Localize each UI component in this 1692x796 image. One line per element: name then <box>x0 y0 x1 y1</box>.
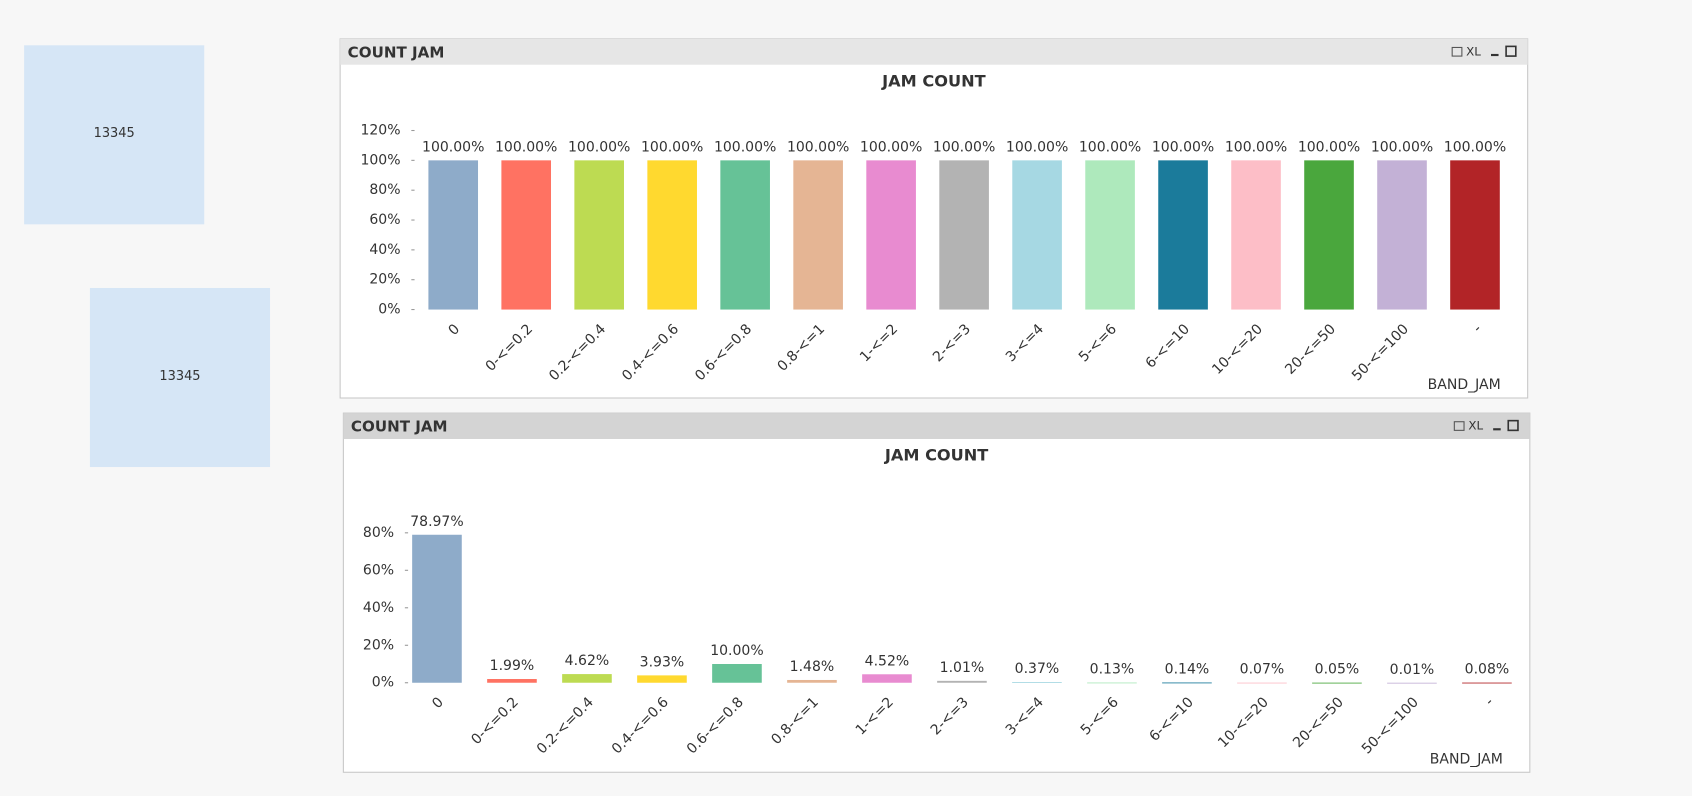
bar[interactable] <box>939 160 989 310</box>
bar[interactable] <box>1304 160 1354 310</box>
minimize-button[interactable] <box>1493 428 1501 431</box>
bar[interactable] <box>720 160 770 310</box>
value-label: 1.48% <box>790 659 835 675</box>
y-tick-label: 80% <box>369 182 400 198</box>
caption: COUNT JAM <box>348 43 445 61</box>
maximize-button[interactable] <box>1507 419 1519 432</box>
bar[interactable] <box>1237 682 1287 684</box>
bar[interactable] <box>412 534 462 683</box>
bar[interactable] <box>574 160 624 310</box>
value-label: 100.00% <box>1371 139 1433 155</box>
value-label: 100.00% <box>1006 139 1068 155</box>
bar[interactable] <box>1012 682 1062 683</box>
value-label: 1.99% <box>490 658 535 674</box>
y-tick-label: 20% <box>369 272 400 288</box>
bar[interactable] <box>647 160 697 310</box>
bar[interactable] <box>1162 682 1212 684</box>
y-tick-label: 20% <box>363 637 394 653</box>
maximize-button[interactable] <box>1505 45 1517 57</box>
y-tick-label: 60% <box>369 212 400 228</box>
y-tick-label: 0% <box>378 302 400 318</box>
bar[interactable] <box>1087 682 1137 684</box>
value-label: 4.52% <box>865 653 910 669</box>
export-button[interactable]: XL <box>1466 44 1481 58</box>
bar[interactable] <box>487 679 537 683</box>
bar[interactable] <box>637 675 687 683</box>
text-box[interactable] <box>89 287 271 468</box>
print-button[interactable] <box>1453 421 1465 431</box>
value-label: 100.00% <box>1225 139 1287 155</box>
y-tick-label: 40% <box>363 600 394 616</box>
value-label: 3.93% <box>640 654 685 670</box>
value-label: 0.13% <box>1090 662 1135 678</box>
y-tick-label: 80% <box>363 525 394 541</box>
value-label: 10.00% <box>710 643 763 659</box>
value-label: 0.08% <box>1465 662 1510 678</box>
bar[interactable] <box>937 680 987 683</box>
bar[interactable] <box>501 160 552 310</box>
print-button[interactable] <box>1451 46 1463 57</box>
bar[interactable] <box>712 664 762 683</box>
value-label: 100.00% <box>568 139 630 155</box>
bar[interactable] <box>1462 682 1512 684</box>
y-tick-label: 120% <box>360 123 400 139</box>
value-label: 100.00% <box>641 139 703 155</box>
value-label: 100.00% <box>495 139 557 155</box>
bar[interactable] <box>1085 160 1135 310</box>
bar[interactable] <box>1387 682 1437 684</box>
caption-bar <box>343 413 1530 439</box>
value-label: 4.62% <box>565 653 610 669</box>
bar[interactable] <box>862 674 912 683</box>
value-label: 100.00% <box>1079 139 1141 155</box>
caption: COUNT JAM <box>351 418 448 436</box>
value-label: 78.97% <box>410 514 463 530</box>
bar[interactable] <box>1312 682 1362 684</box>
bar[interactable] <box>787 679 837 683</box>
bar[interactable] <box>1012 160 1062 310</box>
chart-title: JAM COUNT <box>881 71 985 90</box>
value-label: 0.01% <box>1390 662 1435 678</box>
x-axis-label: BAND_JAM <box>1430 751 1503 767</box>
chart-title: JAM COUNT <box>884 446 988 465</box>
value-label: 100.00% <box>933 139 995 155</box>
value-label: 100.00% <box>1152 139 1214 155</box>
bar[interactable] <box>1377 160 1427 310</box>
value-label: 100.00% <box>787 139 849 155</box>
bar[interactable] <box>1231 160 1281 310</box>
y-tick-label: 0% <box>372 675 394 691</box>
bar[interactable] <box>1450 160 1500 310</box>
chart-panel <box>342 412 1531 773</box>
value-label: 0.07% <box>1240 662 1285 678</box>
value-label: 100.00% <box>860 139 922 155</box>
text-box-value: 13345 <box>94 126 135 141</box>
value-label: 100.00% <box>1444 139 1506 155</box>
y-tick-label: 60% <box>363 562 394 578</box>
export-button[interactable]: XL <box>1468 419 1483 433</box>
value-label: 0.37% <box>1015 661 1060 677</box>
bar[interactable] <box>793 160 843 310</box>
caption-bar <box>340 38 1528 65</box>
y-tick-label: 100% <box>360 152 400 168</box>
y-tick-label: 40% <box>369 242 400 258</box>
bar[interactable] <box>562 674 612 683</box>
value-label: 0.14% <box>1165 662 1210 678</box>
value-label: 0.05% <box>1315 662 1360 678</box>
value-label: 100.00% <box>422 139 484 155</box>
bar[interactable] <box>428 160 479 310</box>
text-box[interactable] <box>24 45 205 225</box>
minimize-button[interactable] <box>1490 53 1499 57</box>
value-label: 100.00% <box>1298 139 1360 155</box>
bar[interactable] <box>866 160 916 310</box>
bar[interactable] <box>1158 160 1208 310</box>
value-label: 1.01% <box>940 660 985 676</box>
x-axis-label: BAND_JAM <box>1428 377 1501 393</box>
text-box-value: 13345 <box>159 369 200 384</box>
value-label: 100.00% <box>714 139 776 155</box>
